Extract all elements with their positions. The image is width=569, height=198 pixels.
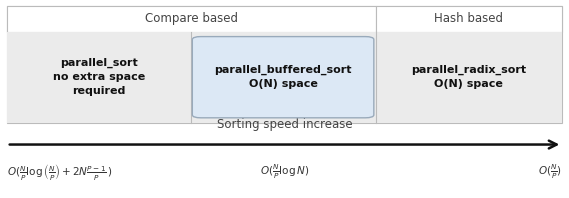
Bar [376,6,562,32]
Bar [191,32,376,123]
Text: parallel_buffered_sort
O(N) space: parallel_buffered_sort O(N) space [215,65,352,89]
Bar [7,32,191,123]
Text: Compare based: Compare based [145,12,238,25]
Text: parallel_radix_sort
O(N) space: parallel_radix_sort O(N) space [411,65,526,89]
Text: $O(\frac{N}{P})$: $O(\frac{N}{P})$ [538,163,562,182]
Text: $O(\frac{N}{P}\log N)$: $O(\frac{N}{P}\log N)$ [260,163,309,182]
Bar [376,32,562,123]
Text: parallel_sort
no extra space
required: parallel_sort no extra space required [52,58,145,96]
Bar [7,6,562,123]
Text: Hash based: Hash based [434,12,504,25]
Text: Sorting speed increase: Sorting speed increase [217,118,352,131]
Text: $O(\frac{N}{P}\log\left(\frac{N}{P}\right)+2N\frac{P-1}{P}\,)$: $O(\frac{N}{P}\log\left(\frac{N}{P}\righ… [7,162,113,182]
FancyBboxPatch shape [192,37,374,118]
Bar [7,6,376,32]
